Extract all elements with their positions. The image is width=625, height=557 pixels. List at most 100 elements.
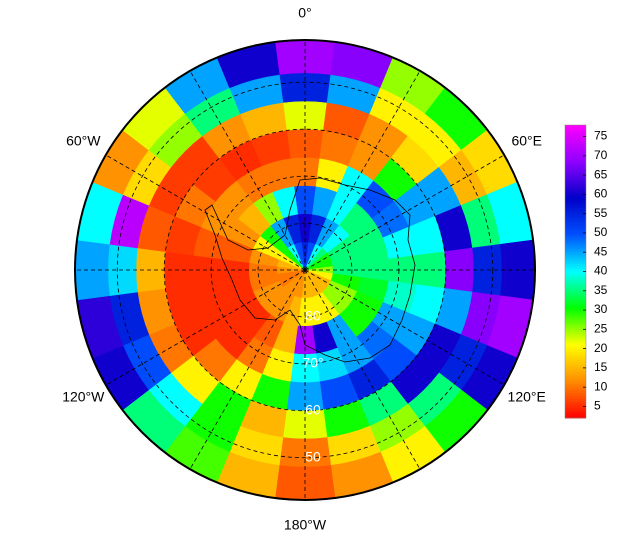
colorbar-swatch	[565, 334, 586, 338]
colorbar-label: 55	[594, 206, 608, 220]
colorbar-swatch	[565, 415, 586, 419]
colorbar-swatch	[565, 168, 586, 172]
colorbar-swatch	[565, 137, 586, 141]
colorbar-swatch	[565, 217, 586, 221]
parallel	[116, 81, 494, 459]
colorbar-swatch	[565, 134, 586, 138]
meridian	[304, 269, 421, 470]
colorbar-swatch	[565, 154, 586, 158]
colorbar-swatch	[565, 208, 586, 211]
colorbar-swatch	[565, 378, 586, 382]
colorbar-swatch	[565, 383, 586, 387]
colorbar-label: 65	[594, 167, 608, 181]
colorbar-swatch	[565, 259, 586, 263]
colorbar-swatch	[565, 347, 586, 351]
meridian	[105, 269, 306, 386]
colorbar-swatch	[565, 342, 586, 346]
colorbar-swatch	[565, 242, 586, 246]
colorbar-label: 15	[594, 360, 608, 374]
colorbar-swatch	[565, 232, 586, 236]
meridian	[189, 70, 306, 271]
colorbar-swatch	[565, 181, 586, 185]
colorbar-swatch	[565, 159, 586, 163]
colorbar-swatch	[565, 247, 586, 251]
meridian	[304, 269, 505, 386]
colorbar-swatch	[565, 388, 586, 392]
colorbar-label: 20	[594, 341, 608, 355]
colorbar-swatch	[565, 286, 586, 290]
lat-label: 60	[305, 402, 321, 418]
colorbar-label: 30	[594, 302, 608, 316]
colorbar-swatch	[565, 308, 586, 312]
colorbar-swatch	[565, 144, 586, 148]
colorbar-swatch	[565, 129, 586, 133]
colorbar-swatch	[565, 337, 586, 341]
colorbar-swatch	[565, 371, 586, 375]
colorbar-swatch	[565, 212, 586, 216]
colorbar-swatch	[565, 142, 586, 146]
colorbar-swatch	[565, 295, 586, 299]
colorbar-label: 5	[594, 399, 601, 413]
colorbar-swatch	[565, 249, 586, 253]
colorbar-swatch	[565, 132, 586, 136]
colorbar-swatch	[565, 266, 586, 270]
meridian	[105, 154, 306, 271]
colorbar-swatch	[565, 366, 586, 370]
colorbar-swatch	[565, 330, 586, 334]
colorbar-swatch	[565, 381, 586, 385]
colorbar-swatch	[565, 410, 586, 414]
parallel	[210, 175, 400, 365]
lon-label: 180°W	[284, 517, 327, 533]
colorbar-swatch	[565, 203, 586, 207]
lat-label: 80	[305, 308, 321, 324]
map-border	[74, 39, 536, 501]
lon-label: 60°E	[511, 133, 542, 149]
colorbar-swatch	[565, 288, 586, 292]
colorbar-label: 60	[594, 187, 608, 201]
colorbar-swatch	[565, 225, 586, 229]
colorbar-swatch	[565, 303, 586, 307]
colorbar-swatch	[565, 325, 586, 329]
colorbar-swatch	[565, 210, 586, 214]
colorbar-label: 40	[594, 264, 608, 278]
colorbar-swatch	[565, 317, 586, 321]
colorbar: 5 10 15 20 25 30 35 40 45 50 55 60 65 70 75	[564, 124, 608, 419]
colorbar-swatch	[565, 188, 586, 192]
colorbar-label: 75	[594, 129, 608, 143]
colorbar-swatch	[565, 281, 586, 285]
lon-label: 120°E	[508, 389, 546, 405]
colorbar-swatch	[565, 171, 586, 175]
colorbar-swatch	[565, 215, 586, 219]
colorbar-swatch	[565, 229, 586, 233]
colorbar-label: 45	[594, 244, 608, 258]
colorbar-swatch	[565, 146, 586, 150]
colorbar-swatch	[565, 361, 586, 365]
colorbar-swatch	[565, 322, 586, 326]
colorbar-swatch	[565, 151, 586, 155]
colorbar-swatch	[565, 234, 586, 238]
colorbar-swatch	[565, 356, 586, 360]
colorbar-swatch	[565, 264, 586, 268]
colorbar-swatch	[565, 374, 586, 377]
lat-label: 70°	[302, 355, 323, 371]
colorbar-swatch	[565, 400, 586, 404]
colorbar-swatch	[565, 173, 586, 177]
colorbar-swatch	[565, 403, 586, 407]
colorbar-swatch	[565, 254, 586, 258]
colorbar-swatch	[565, 300, 586, 304]
lat-label: 50	[305, 448, 321, 464]
colorbar-swatch	[565, 244, 586, 248]
parallel	[257, 222, 353, 318]
colorbar-swatch	[565, 369, 586, 373]
colorbar-swatch	[565, 364, 586, 368]
colorbar-swatch	[565, 276, 586, 280]
colorbar-swatch	[565, 396, 586, 399]
colorbar-swatch	[565, 127, 586, 131]
meridian	[189, 269, 306, 470]
colorbar-swatch	[565, 239, 586, 243]
heatmap	[74, 39, 536, 501]
colorbar-swatch	[565, 205, 586, 209]
colorbar-swatch	[565, 315, 586, 319]
colorbar-swatch	[565, 354, 586, 358]
